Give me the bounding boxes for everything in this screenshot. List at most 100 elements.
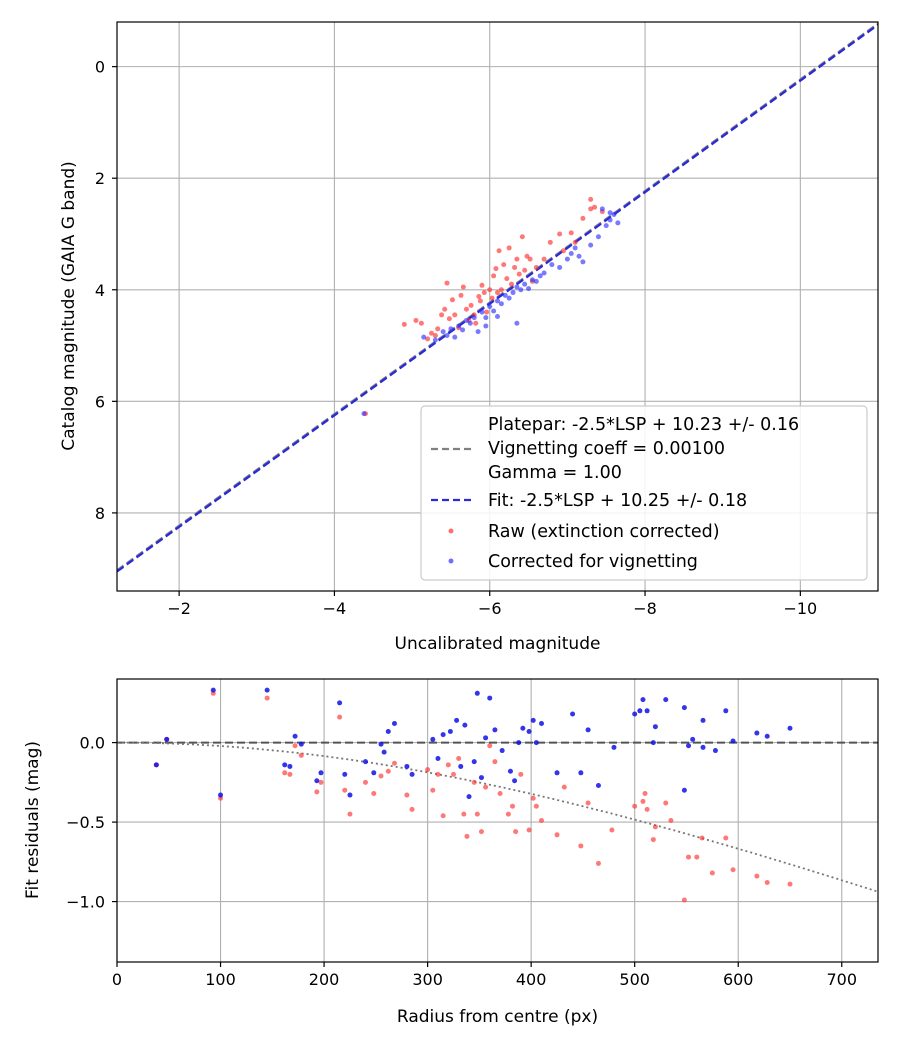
corrected-residual-point [471,759,477,765]
raw-point [592,204,598,210]
corrected-residual-point [520,725,526,731]
residuals-grid [116,679,878,962]
corrected-residual-point [404,763,410,769]
raw-residual-point [298,752,304,758]
corrected-residual-point [153,762,159,768]
corrected-residual-point [218,792,224,798]
corrected-residual-point [640,697,646,703]
raw-point [533,264,539,270]
raw-point [514,256,520,262]
calibration-x-tick-label: −6 [478,599,502,618]
corrected-residual-point [298,741,304,747]
corrected-residual-point [595,783,601,789]
corrected-residual-point [164,736,170,742]
raw-point [449,297,455,303]
corrected-residual-point [516,740,522,746]
corrected-residual-point [570,711,576,717]
corrected-point [603,223,609,229]
residuals-ticks: 0 100 200 300 400 500 600 700 0.0 −0.5 −1.0 [66,734,857,989]
corrected-residual-point [337,700,343,706]
corrected-residual-point [314,778,320,784]
legend-corrected-label: Corrected for vignetting [488,552,698,572]
corrected-residual-point [539,721,545,727]
corrected-residual-point [447,728,453,734]
raw-point [527,256,533,262]
residuals-x-tick-label: 300 [412,970,443,989]
residuals-x-tick-label: 400 [516,970,547,989]
legend-raw-marker [448,528,454,534]
raw-point [498,287,504,293]
legend-box [420,405,868,581]
raw-point [516,271,522,277]
raw-residual-point [650,837,656,843]
raw-residual-point [663,800,669,806]
corrected-residual-point [264,687,270,693]
corrected-point [595,234,601,240]
raw-point [473,320,479,326]
raw-residual-point [478,829,484,835]
residuals-x-tick-label: 100 [205,970,236,989]
raw-residual-point [787,881,793,887]
raw-point [479,282,485,288]
raw-point [495,290,500,296]
residuals-x-tick-label: 700 [826,970,857,989]
corrected-point [452,334,458,340]
raw-residual-point [435,771,441,777]
raw-residual-point [533,803,539,809]
raw-residual-point [282,770,288,776]
raw-point [519,234,525,240]
corrected-residual-point [210,687,216,693]
residuals-x-tick-label: 0 [112,970,122,989]
corrected-point [502,292,508,298]
raw-point [506,245,512,251]
raw-point [504,276,510,282]
raw-residual-point [764,880,770,886]
calibration-y-tick-label: 2 [95,169,105,188]
corrected-point [440,329,446,335]
residuals-x-tick-label: 200 [309,970,340,989]
corrected-residual-point [287,763,293,769]
residuals-y-tick-label: 0.0 [80,734,105,753]
raw-residual-point [699,835,705,841]
corrected-point [463,317,469,323]
corrected-residual-point [681,705,687,711]
calibration-fit-lines [117,22,878,573]
corrected-residual-point [585,727,591,733]
legend-fit-label: Fit: -2.5*LSP + 10.25 +/- 0.18 [488,491,747,511]
corrected-residual-point [483,735,489,741]
calibration-y-tick-label: 8 [95,504,105,523]
legend-raw-label: Raw (extinction corrected) [488,522,720,542]
calibration-x-tick-label: −4 [323,599,347,618]
corrected-point [487,304,493,309]
corrected-point [510,290,516,296]
raw-residual-point [681,897,687,903]
calibration-y-tick-label: 6 [95,392,105,411]
raw-residual-point [530,795,536,801]
corrected-residual-point [787,725,793,731]
calibration-line-fit [117,23,878,573]
corrected-point [491,308,497,314]
corrected-point [529,277,535,283]
raw-point [508,281,514,287]
raw-point [481,290,487,296]
raw-residual-point [609,827,615,833]
corrected-residual-point [378,741,384,747]
corrected-residual-point [487,695,493,701]
raw-point [413,317,419,323]
residuals-y-tick-label: −1.0 [66,893,105,912]
corrected-residual-point [362,759,368,765]
corrected-point [432,337,438,343]
corrected-residual-point [292,733,298,739]
raw-point [432,333,438,339]
corrected-point [615,220,621,226]
raw-residual-point [461,811,467,817]
raw-residual-point [642,790,648,796]
calibration-y-tick-label: 0 [95,58,105,77]
raw-residual-point [342,787,348,793]
corrected-point [514,284,520,290]
raw-point [435,326,441,332]
calibration-y-axis-label: Catalog magnitude (GAIA G band) [59,161,79,451]
corrected-residual-point [435,755,441,761]
corrected-residual-point [371,770,377,776]
raw-residual-point [264,695,270,701]
